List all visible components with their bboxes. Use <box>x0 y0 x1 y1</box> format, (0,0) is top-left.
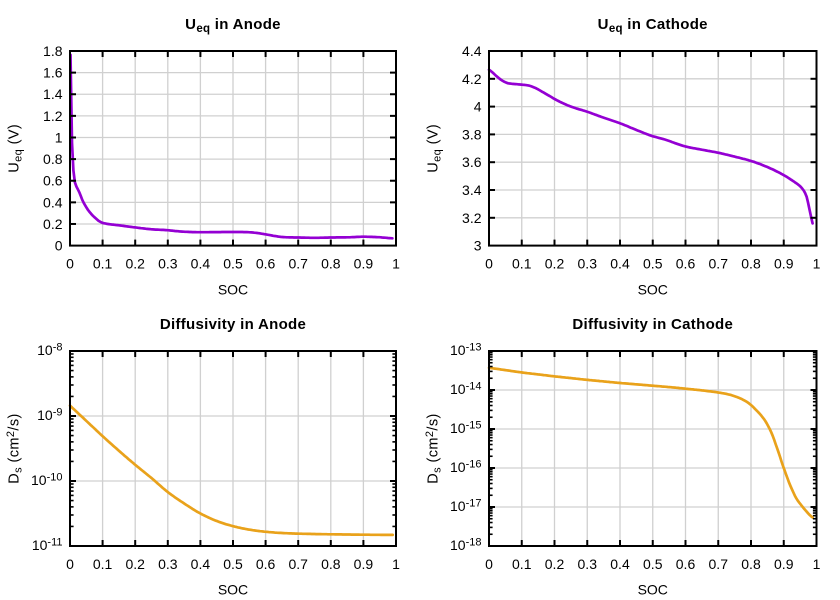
svg-text:1: 1 <box>392 556 400 572</box>
svg-text:0.2: 0.2 <box>125 556 145 572</box>
svg-text:SOC: SOC <box>218 582 248 598</box>
svg-text:3.4: 3.4 <box>462 182 482 198</box>
svg-text:Ds (cm2/s): Ds (cm2/s) <box>424 413 444 483</box>
svg-text:0.1: 0.1 <box>512 256 532 272</box>
svg-text:0.6: 0.6 <box>256 256 276 272</box>
svg-text:0.4: 0.4 <box>191 256 211 272</box>
svg-text:0: 0 <box>66 256 74 272</box>
svg-text:0.1: 0.1 <box>512 556 532 572</box>
svg-text:0.6: 0.6 <box>256 556 276 572</box>
svg-text:0.9: 0.9 <box>354 556 374 572</box>
svg-text:0.3: 0.3 <box>158 256 178 272</box>
svg-text:0.1: 0.1 <box>93 256 113 272</box>
svg-text:1.8: 1.8 <box>43 43 63 59</box>
svg-text:Ueq (V): Ueq (V) <box>426 124 444 173</box>
svg-text:1: 1 <box>55 129 63 145</box>
svg-text:3.8: 3.8 <box>462 126 482 142</box>
svg-text:1: 1 <box>813 256 821 272</box>
svg-text:0.9: 0.9 <box>774 556 794 572</box>
svg-text:SOC: SOC <box>638 582 668 598</box>
svg-text:0.5: 0.5 <box>643 556 663 572</box>
svg-text:4.2: 4.2 <box>462 71 482 87</box>
svg-text:0.1: 0.1 <box>93 556 113 572</box>
svg-text:1.2: 1.2 <box>43 108 63 124</box>
svg-text:0.8: 0.8 <box>321 556 341 572</box>
svg-text:1: 1 <box>392 256 400 272</box>
svg-text:0: 0 <box>66 556 74 572</box>
svg-text:Ds (cm2/s): Ds (cm2/s) <box>5 413 25 483</box>
svg-text:0.8: 0.8 <box>321 256 341 272</box>
svg-text:0.7: 0.7 <box>288 556 308 572</box>
svg-text:0.2: 0.2 <box>545 556 565 572</box>
svg-text:Ueq (V): Ueq (V) <box>7 124 25 173</box>
svg-text:0.2: 0.2 <box>43 216 63 232</box>
svg-text:0: 0 <box>485 556 493 572</box>
svg-text:0: 0 <box>485 256 493 272</box>
svg-text:SOC: SOC <box>638 281 668 297</box>
svg-text:3.6: 3.6 <box>462 154 482 170</box>
svg-text:0.7: 0.7 <box>288 256 308 272</box>
svg-text:0.5: 0.5 <box>643 256 663 272</box>
svg-text:0.4: 0.4 <box>43 194 63 210</box>
svg-text:1.6: 1.6 <box>43 65 63 81</box>
svg-text:Ueq in Cathode: Ueq in Cathode <box>598 16 708 35</box>
svg-text:0.4: 0.4 <box>191 556 211 572</box>
svg-text:0.8: 0.8 <box>741 256 761 272</box>
svg-text:0.5: 0.5 <box>223 556 243 572</box>
svg-text:3.2: 3.2 <box>462 210 482 226</box>
svg-text:SOC: SOC <box>218 281 248 297</box>
svg-text:1.4: 1.4 <box>43 86 63 102</box>
svg-text:0.2: 0.2 <box>125 256 145 272</box>
svg-text:0.7: 0.7 <box>709 556 729 572</box>
svg-text:0.9: 0.9 <box>774 256 794 272</box>
svg-text:0.8: 0.8 <box>43 151 63 167</box>
svg-text:0.4: 0.4 <box>610 556 630 572</box>
svg-text:3: 3 <box>474 238 482 254</box>
svg-text:0.8: 0.8 <box>741 556 761 572</box>
svg-text:0.3: 0.3 <box>578 556 598 572</box>
svg-text:0.7: 0.7 <box>709 256 729 272</box>
svg-text:0.4: 0.4 <box>610 256 630 272</box>
svg-text:0.5: 0.5 <box>223 256 243 272</box>
svg-text:0.6: 0.6 <box>676 556 696 572</box>
svg-text:0.3: 0.3 <box>578 256 598 272</box>
svg-text:0.6: 0.6 <box>676 256 696 272</box>
svg-text:1: 1 <box>813 556 821 572</box>
svg-text:4: 4 <box>474 99 482 115</box>
svg-text:0.2: 0.2 <box>545 256 565 272</box>
svg-text:0.9: 0.9 <box>354 256 374 272</box>
svg-text:0: 0 <box>55 238 63 254</box>
svg-text:0.3: 0.3 <box>158 556 178 572</box>
svg-text:Diffusivity in Anode: Diffusivity in Anode <box>160 316 306 333</box>
svg-text:4.4: 4.4 <box>462 43 482 59</box>
svg-text:0.6: 0.6 <box>43 173 63 189</box>
svg-text:Diffusivity in Cathode: Diffusivity in Cathode <box>572 316 733 333</box>
